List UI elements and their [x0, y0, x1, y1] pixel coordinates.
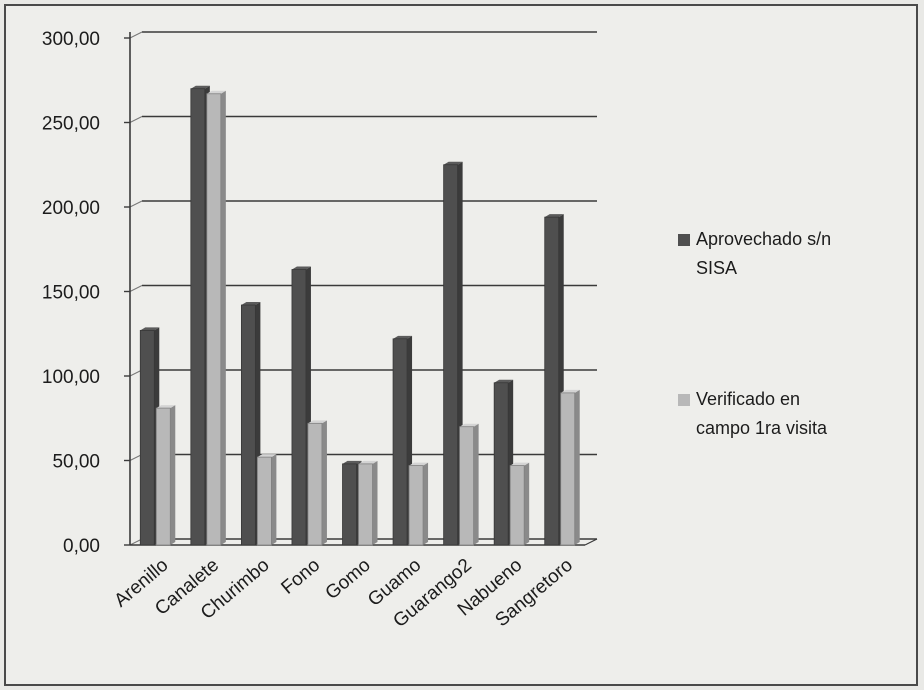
bar-top: [560, 389, 580, 393]
bar-top: [156, 405, 176, 409]
legend-label: campo 1ra visita: [696, 418, 828, 438]
bar-top: [544, 214, 564, 218]
bar-top: [342, 460, 362, 464]
bar-side: [524, 462, 530, 545]
side-wall-line: [129, 116, 143, 123]
bar-side: [473, 423, 479, 545]
side-wall-line: [129, 31, 143, 39]
legend-swatch: [678, 394, 690, 406]
y-tick-label: 50,00: [52, 452, 100, 473]
bar-top: [190, 85, 210, 89]
x-category-label: Fono: [277, 555, 324, 599]
legend-label: SISA: [696, 258, 737, 278]
bar-verificado: [459, 426, 475, 546]
bar-verificado: [307, 422, 323, 546]
y-tick-label: 150,00: [42, 283, 100, 304]
bar-side: [372, 460, 378, 545]
bar-aprovechado: [291, 269, 307, 546]
bar-top: [307, 420, 327, 424]
bar-aprovechado: [139, 329, 155, 546]
bar-top: [393, 335, 413, 339]
bar-verificado: [509, 465, 525, 546]
bar-side: [423, 462, 429, 545]
bar-top: [358, 460, 378, 464]
bar-aprovechado: [240, 304, 256, 546]
legend-label: Aprovechado s/n: [696, 229, 831, 249]
bar-aprovechado: [493, 382, 509, 546]
bar-top: [140, 327, 160, 331]
bar-aprovechado: [443, 164, 459, 546]
y-tick-label: 0,00: [63, 536, 100, 557]
bar-verificado: [358, 463, 373, 546]
bar-aprovechado: [190, 88, 206, 546]
legend-swatch: [678, 234, 690, 246]
bar-verificado: [560, 392, 576, 546]
bar-verificado: [155, 407, 171, 546]
bar-side: [170, 405, 176, 545]
bar-top: [459, 423, 479, 427]
y-tick-label: 200,00: [42, 198, 100, 219]
bar-aprovechado: [544, 216, 560, 546]
legend-label: Verificado en: [696, 389, 800, 409]
bar-verificado: [256, 456, 272, 546]
y-tick-label: 300,00: [42, 29, 100, 50]
bar-verificado: [408, 465, 424, 546]
side-wall-line: [129, 200, 143, 208]
bar-top: [206, 90, 226, 94]
bar-top: [257, 454, 277, 458]
y-tick-label: 100,00: [42, 367, 100, 388]
bar-aprovechado: [342, 463, 357, 546]
bar-side: [574, 389, 580, 545]
bar-side: [220, 90, 226, 546]
side-wall-line: [129, 285, 143, 292]
bar-top: [409, 462, 429, 466]
bar-top: [494, 379, 514, 383]
bar-top: [510, 462, 530, 466]
y-tick-label: 250,00: [42, 114, 100, 135]
bar-top: [241, 302, 261, 306]
bar-side: [321, 420, 327, 545]
floor-edge: [584, 538, 598, 546]
bar-top: [291, 266, 311, 270]
bar-top: [443, 161, 463, 165]
bar-aprovechado: [392, 338, 408, 546]
bar-side: [271, 454, 277, 545]
bar-verificado: [206, 93, 222, 546]
